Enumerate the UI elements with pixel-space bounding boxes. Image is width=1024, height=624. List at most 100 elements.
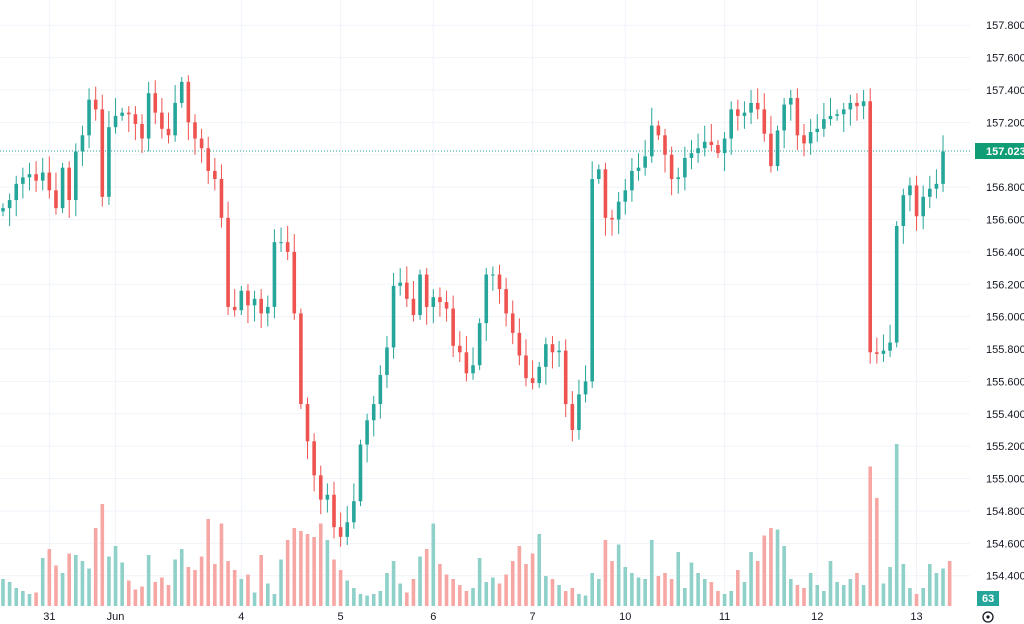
candle bbox=[544, 337, 548, 385]
candle-body bbox=[656, 125, 661, 136]
candle bbox=[113, 98, 118, 134]
grid bbox=[0, 0, 970, 606]
candle-body bbox=[808, 132, 813, 144]
candle-body bbox=[358, 444, 363, 502]
candle bbox=[616, 191, 621, 235]
candle-body bbox=[199, 138, 204, 149]
price-axis[interactable]: 157.800157.600157.400157.200157.000156.8… bbox=[986, 20, 1024, 583]
volume-bar bbox=[285, 540, 290, 606]
candle bbox=[14, 175, 19, 217]
time-tick-label: 7 bbox=[530, 611, 536, 623]
candle bbox=[47, 156, 52, 199]
candle-body bbox=[577, 394, 581, 430]
candle-body bbox=[921, 196, 925, 217]
volume-bar bbox=[67, 553, 71, 606]
volume-bar bbox=[166, 585, 171, 606]
candle-body bbox=[742, 112, 747, 116]
candle bbox=[305, 397, 310, 460]
volume-bar bbox=[491, 577, 495, 606]
volume-bar bbox=[332, 559, 336, 606]
candle-body bbox=[292, 251, 297, 314]
price-tick-label: 156.800 bbox=[986, 182, 1024, 194]
volume-bar bbox=[405, 592, 409, 606]
candle-body bbox=[179, 81, 184, 103]
volume-bar bbox=[643, 579, 647, 606]
candle bbox=[729, 101, 733, 155]
time-tick-label: 6 bbox=[430, 611, 436, 623]
candle-body bbox=[649, 125, 654, 157]
price-tick-label: 157.200 bbox=[986, 117, 1024, 129]
candle bbox=[663, 128, 667, 173]
candle-body bbox=[822, 119, 826, 129]
candle bbox=[173, 85, 177, 142]
volume-bar bbox=[570, 588, 575, 606]
candle bbox=[477, 318, 482, 371]
candle bbox=[87, 88, 91, 149]
candle-body bbox=[762, 109, 767, 134]
volume-bar bbox=[292, 528, 297, 606]
candle-body bbox=[788, 98, 793, 105]
candle-body bbox=[934, 183, 939, 189]
candle-body bbox=[736, 109, 740, 116]
candle bbox=[510, 300, 515, 345]
candle bbox=[418, 269, 422, 320]
volume-bar bbox=[153, 582, 158, 606]
volume-bar bbox=[464, 591, 469, 606]
volume-bar bbox=[894, 444, 899, 606]
candle bbox=[808, 119, 813, 155]
candle-body bbox=[643, 156, 647, 168]
candle bbox=[597, 164, 601, 184]
candle-body bbox=[583, 381, 588, 395]
volume-bar bbox=[239, 579, 244, 606]
candle bbox=[530, 360, 535, 390]
gear-icon[interactable] bbox=[982, 611, 994, 623]
candle-body bbox=[133, 114, 138, 124]
candle-body bbox=[835, 114, 839, 116]
candle-body bbox=[669, 154, 674, 180]
candle bbox=[259, 289, 263, 328]
candle bbox=[193, 114, 197, 155]
candle-body bbox=[683, 157, 687, 178]
volume-bar bbox=[504, 574, 508, 606]
candle-body bbox=[550, 344, 555, 353]
candle bbox=[577, 379, 581, 440]
candle bbox=[550, 336, 555, 369]
volume-bar bbox=[908, 588, 912, 606]
candle-body bbox=[451, 308, 455, 346]
candle bbox=[272, 229, 277, 319]
volume-bar bbox=[729, 591, 733, 606]
volume-bar bbox=[444, 574, 449, 606]
candle bbox=[881, 334, 886, 362]
candle-body bbox=[100, 109, 105, 197]
candle bbox=[371, 395, 376, 437]
candle-body bbox=[299, 313, 303, 405]
candle-body bbox=[848, 102, 853, 110]
candle-body bbox=[338, 527, 343, 537]
candle bbox=[424, 268, 429, 325]
candle bbox=[755, 88, 760, 120]
volume-badge: 63 bbox=[977, 591, 999, 606]
settings-button[interactable] bbox=[982, 611, 994, 623]
candle bbox=[795, 88, 800, 150]
candle bbox=[146, 81, 151, 152]
candle-body bbox=[722, 138, 727, 154]
volume-bar bbox=[835, 582, 839, 606]
candle-body bbox=[616, 201, 621, 220]
volume-bar bbox=[87, 568, 91, 606]
volume-bar bbox=[219, 523, 224, 606]
candle bbox=[557, 340, 561, 367]
candle-body bbox=[146, 93, 151, 139]
time-axis[interactable]: 31 Jun 4 5 6 7 10 11 12 13 bbox=[43, 611, 922, 623]
volume-bar bbox=[795, 585, 800, 606]
volume-bar bbox=[252, 592, 257, 606]
volume-bar bbox=[193, 570, 197, 606]
volume-bar bbox=[226, 561, 230, 606]
candle bbox=[782, 98, 786, 149]
candle bbox=[908, 177, 912, 212]
candle-body bbox=[749, 102, 753, 113]
volume-bar bbox=[888, 567, 892, 606]
candle-body bbox=[325, 494, 330, 500]
candle bbox=[206, 136, 211, 184]
candle bbox=[385, 336, 389, 388]
